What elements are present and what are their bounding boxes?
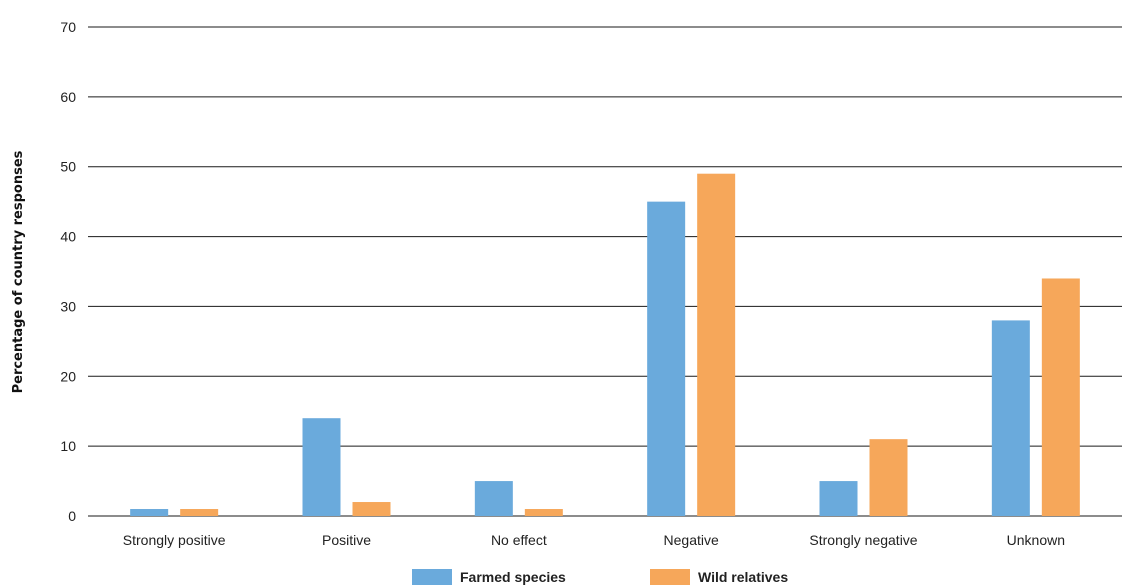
x-tick-label: Negative [664, 532, 719, 548]
bar-wild-relatives [869, 439, 908, 516]
bar-farmed-species [302, 418, 341, 516]
y-axis-label: Percentage of country responses [11, 150, 26, 393]
bars [130, 173, 1080, 516]
bar-wild-relatives [1041, 278, 1080, 516]
y-tick-label: 10 [60, 438, 76, 454]
y-tick-label: 0 [68, 508, 76, 524]
x-tick-label: No effect [491, 532, 547, 548]
y-tick-label: 20 [60, 368, 76, 384]
x-tick-labels: Strongly positive Positive No effect Negati… [123, 532, 1065, 548]
bar-wild-relatives [697, 173, 736, 516]
legend-label: Wild relatives [698, 569, 788, 585]
y-tick-label: 50 [60, 159, 76, 175]
legend-swatch [412, 569, 452, 585]
y-tick-labels: 0 10 20 30 40 50 60 70 [60, 19, 76, 524]
x-tick-label: Positive [322, 532, 371, 548]
bar-farmed-species [819, 481, 858, 516]
bar-farmed-species [474, 481, 513, 516]
y-tick-label: 40 [60, 229, 76, 245]
bar-wild-relatives [180, 509, 219, 516]
x-tick-label: Unknown [1007, 532, 1065, 548]
legend-label: Farmed species [460, 569, 566, 585]
x-tick-label: Strongly negative [809, 532, 917, 548]
legend: Farmed species Wild relatives [412, 569, 788, 585]
gridlines [88, 26, 1122, 517]
bar-farmed-species [991, 320, 1030, 516]
bar-farmed-species [130, 509, 169, 516]
bar-wild-relatives [524, 509, 563, 516]
y-tick-label: 30 [60, 298, 76, 314]
y-tick-label: 70 [60, 19, 76, 35]
legend-swatch [650, 569, 690, 585]
bar-wild-relatives [352, 502, 391, 516]
bar-farmed-species [647, 201, 686, 516]
x-tick-label: Strongly positive [123, 532, 226, 548]
y-tick-label: 60 [60, 89, 76, 105]
